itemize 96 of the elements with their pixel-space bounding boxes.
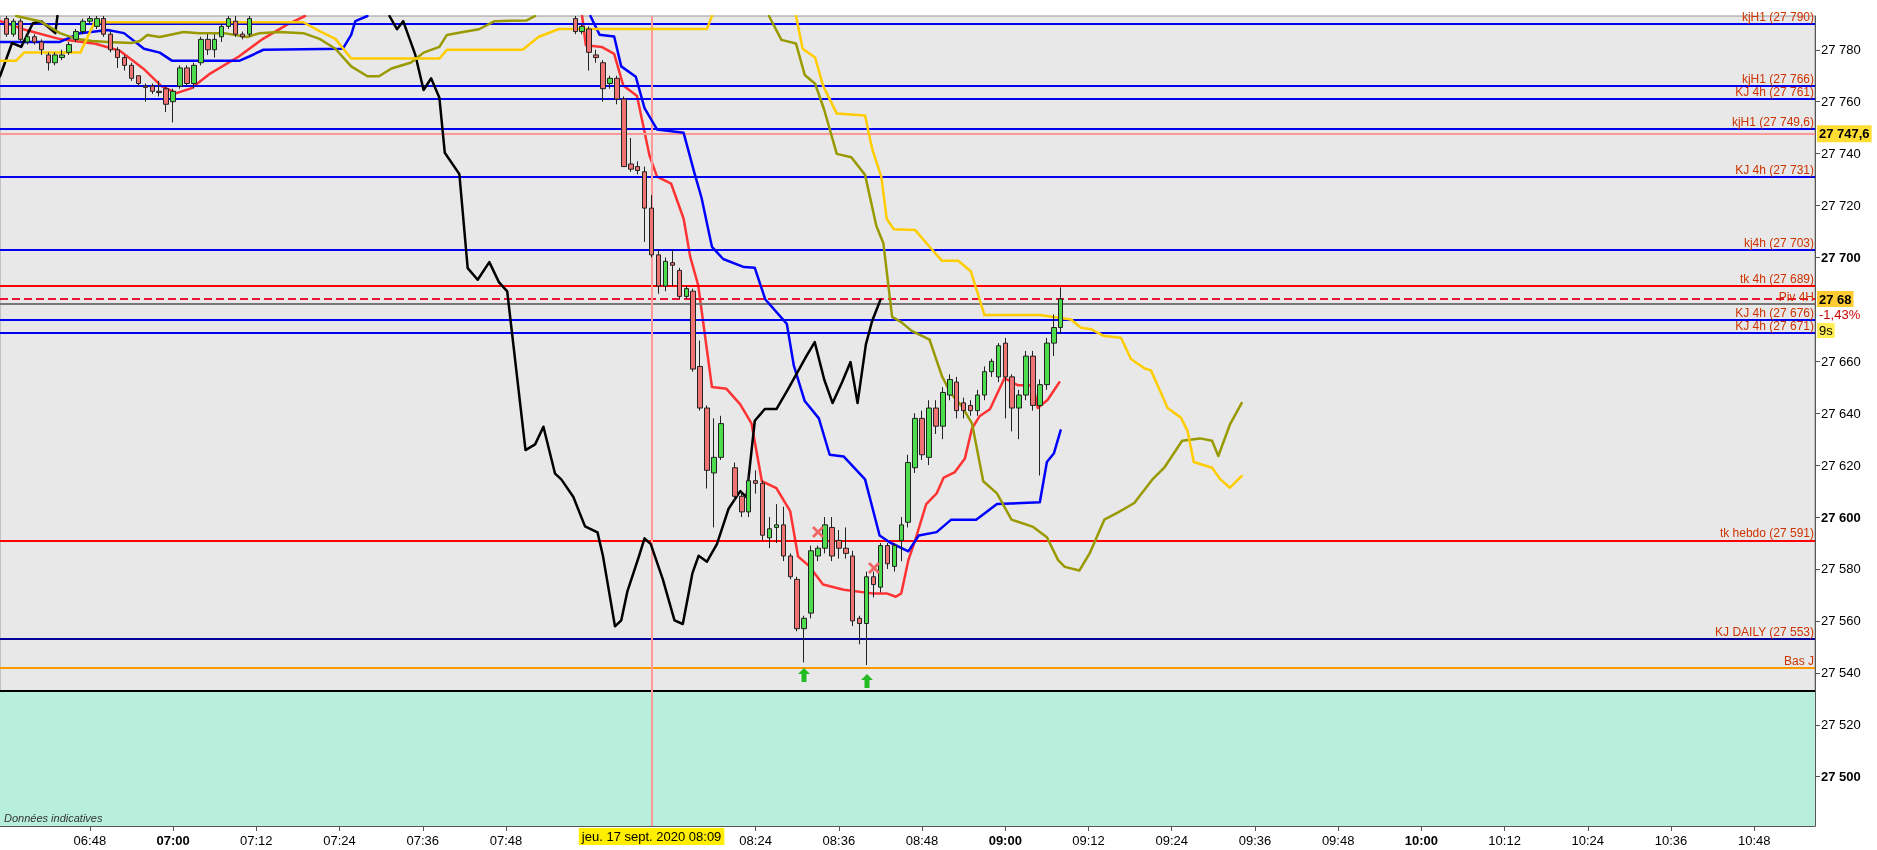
candlestick	[18, 18, 23, 43]
candlestick	[136, 75, 141, 87]
candlestick	[850, 550, 855, 627]
text: 27 68	[1819, 291, 1852, 307]
x-tick-label: 09:00	[988, 833, 1022, 848]
candlestick	[25, 31, 30, 46]
x-tick-label: 07:00	[156, 833, 190, 848]
x-tick-label: 06:48	[73, 833, 107, 848]
y-tick-label: 27 760	[1821, 94, 1861, 110]
x-tick-label: 09:48	[1321, 833, 1355, 848]
candlestick	[66, 41, 72, 56]
ref-line-label: tk hebdo (27 591)	[1719, 526, 1814, 541]
y-tick-label: 27 740	[1821, 146, 1861, 162]
candlestick	[642, 166, 647, 243]
ref-line-label: KJ 4h (27 676)	[1735, 305, 1814, 320]
text: -1,43%	[1819, 306, 1861, 322]
y-tick-label: 27 660	[1821, 353, 1861, 369]
ref-line-label: kjH1 (27 749,6)	[1731, 114, 1814, 129]
y-tick-label: 27 600	[1821, 509, 1861, 525]
candlestick	[982, 365, 987, 401]
y-tick-label: 27 720	[1821, 198, 1861, 214]
candlestick	[767, 516, 772, 549]
ref-line-label: jeu. 17 sept. 2020 08:09	[580, 829, 722, 844]
candlestick	[989, 358, 994, 378]
candlestick	[788, 552, 793, 580]
x-tick-label: 07:24	[323, 833, 356, 848]
candlestick	[753, 469, 758, 495]
candlestick	[115, 46, 120, 69]
candlestick	[11, 18, 16, 38]
y-tick-label: 27 500	[1821, 769, 1861, 785]
y-tick-label: 27 540	[1821, 665, 1861, 681]
x-tick-label: 07:48	[489, 833, 523, 848]
x-tick-label: 10:00	[1404, 833, 1438, 848]
candlestick	[996, 342, 1001, 383]
x-tick-label: 08:48	[905, 833, 939, 848]
x-tick-label: 09:36	[1238, 833, 1272, 848]
candlestick	[593, 49, 599, 64]
candlestick	[871, 571, 876, 599]
candlestick	[670, 249, 675, 287]
x-tick-label: 07:36	[406, 833, 440, 848]
candlestick	[649, 194, 654, 258]
candlestick	[233, 15, 238, 38]
candlestick	[143, 83, 148, 103]
y-tick-label: 27 520	[1821, 717, 1861, 733]
candlestick	[892, 542, 897, 573]
y-tick-label: 27 620	[1821, 457, 1861, 473]
candlestick	[226, 15, 231, 30]
candlestick	[240, 31, 245, 40]
candlestick	[774, 503, 779, 544]
candlestick	[122, 54, 127, 72]
x-tick-label: 09:12	[1072, 833, 1105, 848]
ref-line-label: tk 4h (27 689)	[1739, 272, 1814, 286]
candlestick	[885, 542, 890, 570]
candlestick	[677, 267, 682, 300]
candlestick	[961, 397, 966, 419]
candlestick	[4, 15, 9, 38]
candlestick	[864, 571, 869, 666]
x-tick-label: 10:48	[1737, 833, 1771, 848]
text: 9s	[1819, 322, 1834, 338]
candlestick	[108, 31, 113, 53]
ref-line-label: KJ 4h (27 671)	[1735, 318, 1814, 333]
ref-line-label: 27 747,6	[1819, 126, 1870, 142]
ref-line-label: KJ 4h (27 761)	[1735, 85, 1814, 100]
candlestick	[968, 399, 973, 417]
candlestick	[39, 38, 44, 56]
x-tick-label: 08:36	[822, 833, 856, 848]
candlestick	[878, 542, 883, 593]
candlestick	[32, 33, 37, 46]
x-tick-label: 07:12	[240, 833, 273, 848]
candlestick	[219, 23, 224, 43]
candlestick	[129, 62, 134, 82]
y-tick-label: 27 640	[1821, 405, 1861, 421]
ref-line-label: KJ 4h (27 731)	[1735, 162, 1814, 177]
candlestick	[247, 15, 252, 38]
x-tick-label: 10:24	[1571, 833, 1605, 848]
y-tick-label: 27 580	[1821, 561, 1861, 577]
ref-line-label: kj4h (27 703)	[1743, 235, 1814, 250]
candlestick	[857, 615, 862, 645]
x-tick-label: 10:12	[1488, 833, 1521, 848]
candlestick	[656, 249, 661, 295]
ref-line-label: KJ DAILY (27 553)	[1715, 625, 1814, 640]
y-tick-label: 27 700	[1821, 249, 1861, 265]
candlestick	[760, 480, 765, 541]
y-tick-label: 27 560	[1821, 613, 1861, 629]
candlestick	[663, 256, 668, 292]
annotation: Données indicatives	[4, 811, 103, 824]
x-tick-label: 09:24	[1155, 833, 1188, 848]
candlestick	[781, 506, 786, 562]
x-tick-label: 10:36	[1654, 833, 1688, 848]
candlestick	[975, 389, 980, 417]
y-tick-label: 27 780	[1821, 42, 1861, 58]
x-tick-label: 08:24	[739, 833, 772, 848]
ref-line-label: kjH1 (27 766)	[1741, 72, 1814, 87]
candlestick	[899, 516, 904, 562]
ref-line-label: Bas J	[1783, 653, 1814, 668]
ref-line-label: kjH1 (27 790)	[1741, 9, 1814, 24]
